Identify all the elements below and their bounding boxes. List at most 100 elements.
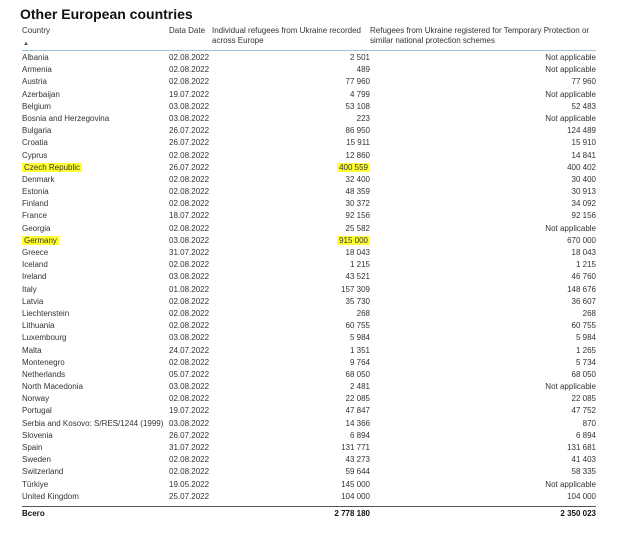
cell-individual: 35 730 [345, 296, 370, 306]
total-temporary: 2 350 023 [560, 509, 596, 518]
table-header: Country ▲ Data Date Individual refugees … [22, 26, 596, 52]
table-row: Belgium 03.08.2022 53 108 52 483 [22, 101, 596, 113]
cell-date: 03.08.2022 [169, 235, 210, 245]
cell-temporary: 18 043 [571, 248, 596, 257]
table-row: Finland 02.08.2022 30 372 34 092 [22, 198, 596, 210]
cell-temporary: Not applicable [545, 479, 596, 489]
cell-date: 19.07.2022 [169, 406, 210, 416]
table-row: United Kingdom 25.07.2022 104 000 104 000 [22, 491, 596, 503]
cell-country: Malta [22, 345, 42, 355]
cell-individual: 5 984 [349, 333, 370, 343]
cell-individual: 131 771 [341, 443, 370, 452]
cell-date: 02.08.2022 [169, 187, 210, 197]
cell-country: Lithuania [22, 321, 55, 331]
cell-individual: 157 309 [341, 284, 370, 294]
table-row: Albania 02.08.2022 2 501 Not applicable [22, 52, 596, 64]
cell-individual: 489 [356, 65, 370, 75]
cell-date: 02.08.2022 [169, 308, 210, 318]
table-row: Iceland 02.08.2022 1 215 1 215 [22, 259, 596, 271]
cell-country: Luxembourg [22, 333, 67, 343]
cell-temporary: 41 403 [571, 455, 596, 465]
cell-date: 03.08.2022 [169, 272, 210, 282]
cell-country: Sweden [22, 455, 51, 465]
cell-temporary: 34 092 [571, 199, 596, 209]
table-row: Azerbaijan 19.07.2022 4 799 Not applicable [22, 89, 596, 101]
table-row: Ireland 03.08.2022 43 521 46 760 [22, 271, 596, 283]
cell-date: 02.08.2022 [169, 296, 210, 306]
total-row: Всего 2 778 180 2 350 023 [22, 508, 596, 520]
cell-individual: 15 911 [346, 138, 370, 148]
cell-individual: 1 215 [349, 260, 370, 270]
cell-date: 02.08.2022 [169, 174, 210, 184]
table-row: Switzerland 02.08.2022 59 644 58 335 [22, 466, 596, 478]
table-row: Georgia 02.08.2022 25 582 Not applicable [22, 223, 596, 235]
cell-date: 25.07.2022 [169, 491, 210, 501]
table-row: Armenia 02.08.2022 489 Not applicable [22, 64, 596, 76]
cell-country: Finland [22, 199, 49, 209]
cell-temporary: 5 734 [575, 357, 596, 367]
table-row: Luxembourg 03.08.2022 5 984 5 984 [22, 332, 596, 344]
table-row: Latvia 02.08.2022 35 730 36 607 [22, 296, 596, 308]
cell-individual: 104 000 [341, 491, 370, 501]
cell-temporary: Not applicable [545, 65, 596, 75]
cell-country: Estonia [22, 187, 49, 197]
cell-individual: 22 085 [345, 394, 370, 404]
page-title: Other European countries [20, 6, 193, 22]
cell-country: Serbia and Kosovo: S/RES/1244 (1999) [22, 418, 164, 428]
cell-individual: 43 521 [345, 272, 370, 282]
highlight-marker: 915 000 [337, 235, 370, 245]
cell-country: Slovenia [22, 430, 53, 440]
sort-ascending-icon[interactable]: ▲ [23, 41, 29, 47]
table-row: Czech Republic 26.07.2022 400 559 400 402 [22, 162, 596, 174]
table-row: Denmark 02.08.2022 32 400 30 400 [22, 174, 596, 186]
cell-country: Bosnia and Herzegovina [22, 113, 110, 123]
cell-individual: 2 481 [349, 382, 370, 392]
cell-country: United Kingdom [22, 491, 79, 501]
cell-country: Armenia [22, 65, 52, 75]
cell-individual: 9 764 [349, 357, 370, 367]
table-row: Estonia 02.08.2022 48 359 30 913 [22, 186, 596, 198]
column-header-date[interactable]: Data Date [169, 26, 206, 35]
table-row: Portugal 19.07.2022 47 847 47 752 [22, 405, 596, 417]
column-header-country[interactable]: Country [22, 26, 51, 35]
cell-country: Belgium [22, 101, 51, 111]
table-row: Slovenia 26.07.2022 6 894 6 894 [22, 430, 596, 442]
cell-country: Cyprus [22, 150, 48, 160]
cell-individual: 268 [356, 308, 370, 318]
cell-country: Netherlands [22, 369, 66, 379]
cell-individual: 86 950 [345, 126, 370, 136]
table-row: Lithuania 02.08.2022 60 755 60 755 [22, 320, 596, 332]
cell-temporary: 52 483 [571, 101, 596, 111]
cell-individual: 14 366 [345, 418, 370, 428]
cell-date: 02.08.2022 [169, 455, 210, 465]
highlight-marker: 400 559 [337, 162, 370, 172]
total-individual: 2 778 180 [334, 509, 370, 518]
cell-individual: 77 960 [345, 77, 370, 87]
cell-individual: 400 559 [337, 162, 370, 174]
cell-temporary: Not applicable [545, 113, 596, 123]
cell-temporary: 47 752 [571, 406, 596, 416]
cell-temporary: Not applicable [545, 223, 596, 233]
cell-individual: 92 156 [345, 211, 370, 221]
column-header-individual-refugees[interactable]: Individual refugees from Ukraine recorde… [212, 26, 361, 45]
cell-country: Bulgaria [22, 126, 52, 136]
cell-date: 02.08.2022 [169, 65, 210, 75]
cell-date: 18.07.2022 [169, 211, 210, 221]
cell-individual: 4 799 [349, 89, 370, 99]
cell-date: 03.08.2022 [169, 333, 210, 343]
cell-individual: 6 894 [349, 430, 370, 440]
cell-country: Latvia [22, 296, 44, 306]
total-label: Всего [22, 509, 45, 518]
cell-temporary: 131 681 [567, 443, 596, 452]
table-row: Greece 31.07.2022 18 043 18 043 [22, 247, 596, 259]
cell-temporary: 148 676 [567, 284, 596, 294]
cell-individual: 68 050 [345, 369, 370, 379]
cell-country: Germany [22, 235, 59, 247]
cell-temporary: 1 265 [575, 345, 596, 355]
cell-country: France [22, 211, 47, 221]
column-header-temporary-protection[interactable]: Refugees from Ukraine registered for Tem… [370, 26, 590, 45]
cell-date: 02.08.2022 [169, 467, 210, 477]
cell-country: Azerbaijan [22, 89, 60, 99]
cell-country: Montenegro [22, 357, 65, 367]
cell-date: 01.08.2022 [169, 284, 210, 294]
